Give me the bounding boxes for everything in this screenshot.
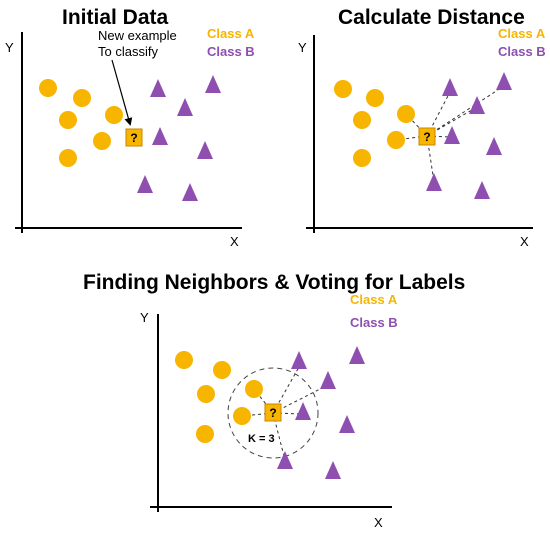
class-a-point [397, 105, 415, 123]
annotation-text: To classify [98, 44, 158, 59]
class-a-point [197, 385, 215, 403]
panel-title: Calculate Distance [338, 6, 525, 29]
class-b-point [442, 78, 458, 96]
x-axis-label: X [374, 515, 383, 530]
class-a-point [366, 89, 384, 107]
legend-class-b: Class B [350, 315, 398, 330]
class-a-point [213, 361, 231, 379]
query-mark: ? [423, 130, 430, 144]
class-a-point [59, 111, 77, 129]
y-axis-label: Y [298, 40, 307, 55]
class-a-point [353, 111, 371, 129]
class-b-point [152, 127, 168, 145]
class-b-point [474, 181, 490, 199]
k-value-label: K = 3 [248, 433, 275, 445]
class-b-point [325, 461, 341, 479]
class-a-point [39, 79, 57, 97]
class-b-point [182, 183, 198, 201]
class-a-point [105, 106, 123, 124]
legend-class-b: Class B [498, 44, 546, 59]
legend-class-a: Class A [207, 26, 255, 41]
class-a-point [353, 149, 371, 167]
class-b-point [137, 175, 153, 193]
class-a-point [73, 89, 91, 107]
annotation-arrow [111, 59, 133, 126]
legend-class-a: Class A [350, 292, 398, 307]
class-a-point [59, 149, 77, 167]
x-axis-label: X [230, 234, 239, 249]
class-a-point [175, 351, 193, 369]
query-mark: ? [130, 131, 137, 145]
y-axis-label: Y [140, 310, 149, 325]
class-b-point [277, 451, 293, 469]
class-b-point [469, 96, 485, 114]
class-a-point [245, 380, 263, 398]
class-b-point [349, 346, 365, 364]
class-a-point [93, 132, 111, 150]
x-axis-label: X [520, 234, 529, 249]
class-b-point [197, 141, 213, 159]
class-b-point [205, 75, 221, 93]
panel-title: Finding Neighbors & Voting for Labels [83, 271, 465, 294]
class-a-point [196, 425, 214, 443]
class-b-point [426, 173, 442, 191]
query-point [418, 127, 436, 146]
class-a-point [233, 407, 251, 425]
class-b-point [150, 79, 166, 97]
class-b-point [486, 137, 502, 155]
panel-title: Initial Data [62, 6, 169, 29]
panel-calculate-distance: Calculate Distance Class A Class B Y X [298, 6, 546, 249]
class-b-point [291, 351, 307, 369]
class-b-point [177, 98, 193, 116]
class-b-point [295, 402, 311, 420]
panel-initial-data: Initial Data Class A Class B Y X New exa… [5, 6, 255, 249]
k-neighbor-boundary [227, 367, 319, 459]
class-b-point [496, 72, 512, 90]
class-a-point [387, 131, 405, 149]
query-mark: ? [269, 406, 276, 420]
class-b-point [444, 126, 460, 144]
distance-line [272, 384, 329, 414]
class-a-point [334, 80, 352, 98]
panel-finding-neighbors: Finding Neighbors & Voting for Labels Cl… [83, 271, 465, 530]
y-axis-label: Y [5, 40, 14, 55]
distance-line [426, 85, 505, 137]
class-b-point [320, 371, 336, 389]
query-point [125, 128, 143, 147]
legend-class-b: Class B [207, 44, 255, 59]
legend-class-a: Class A [498, 26, 546, 41]
distance-line [426, 106, 478, 137]
query-point [264, 403, 282, 422]
annotation-text: New example [98, 28, 177, 43]
class-b-point [339, 415, 355, 433]
